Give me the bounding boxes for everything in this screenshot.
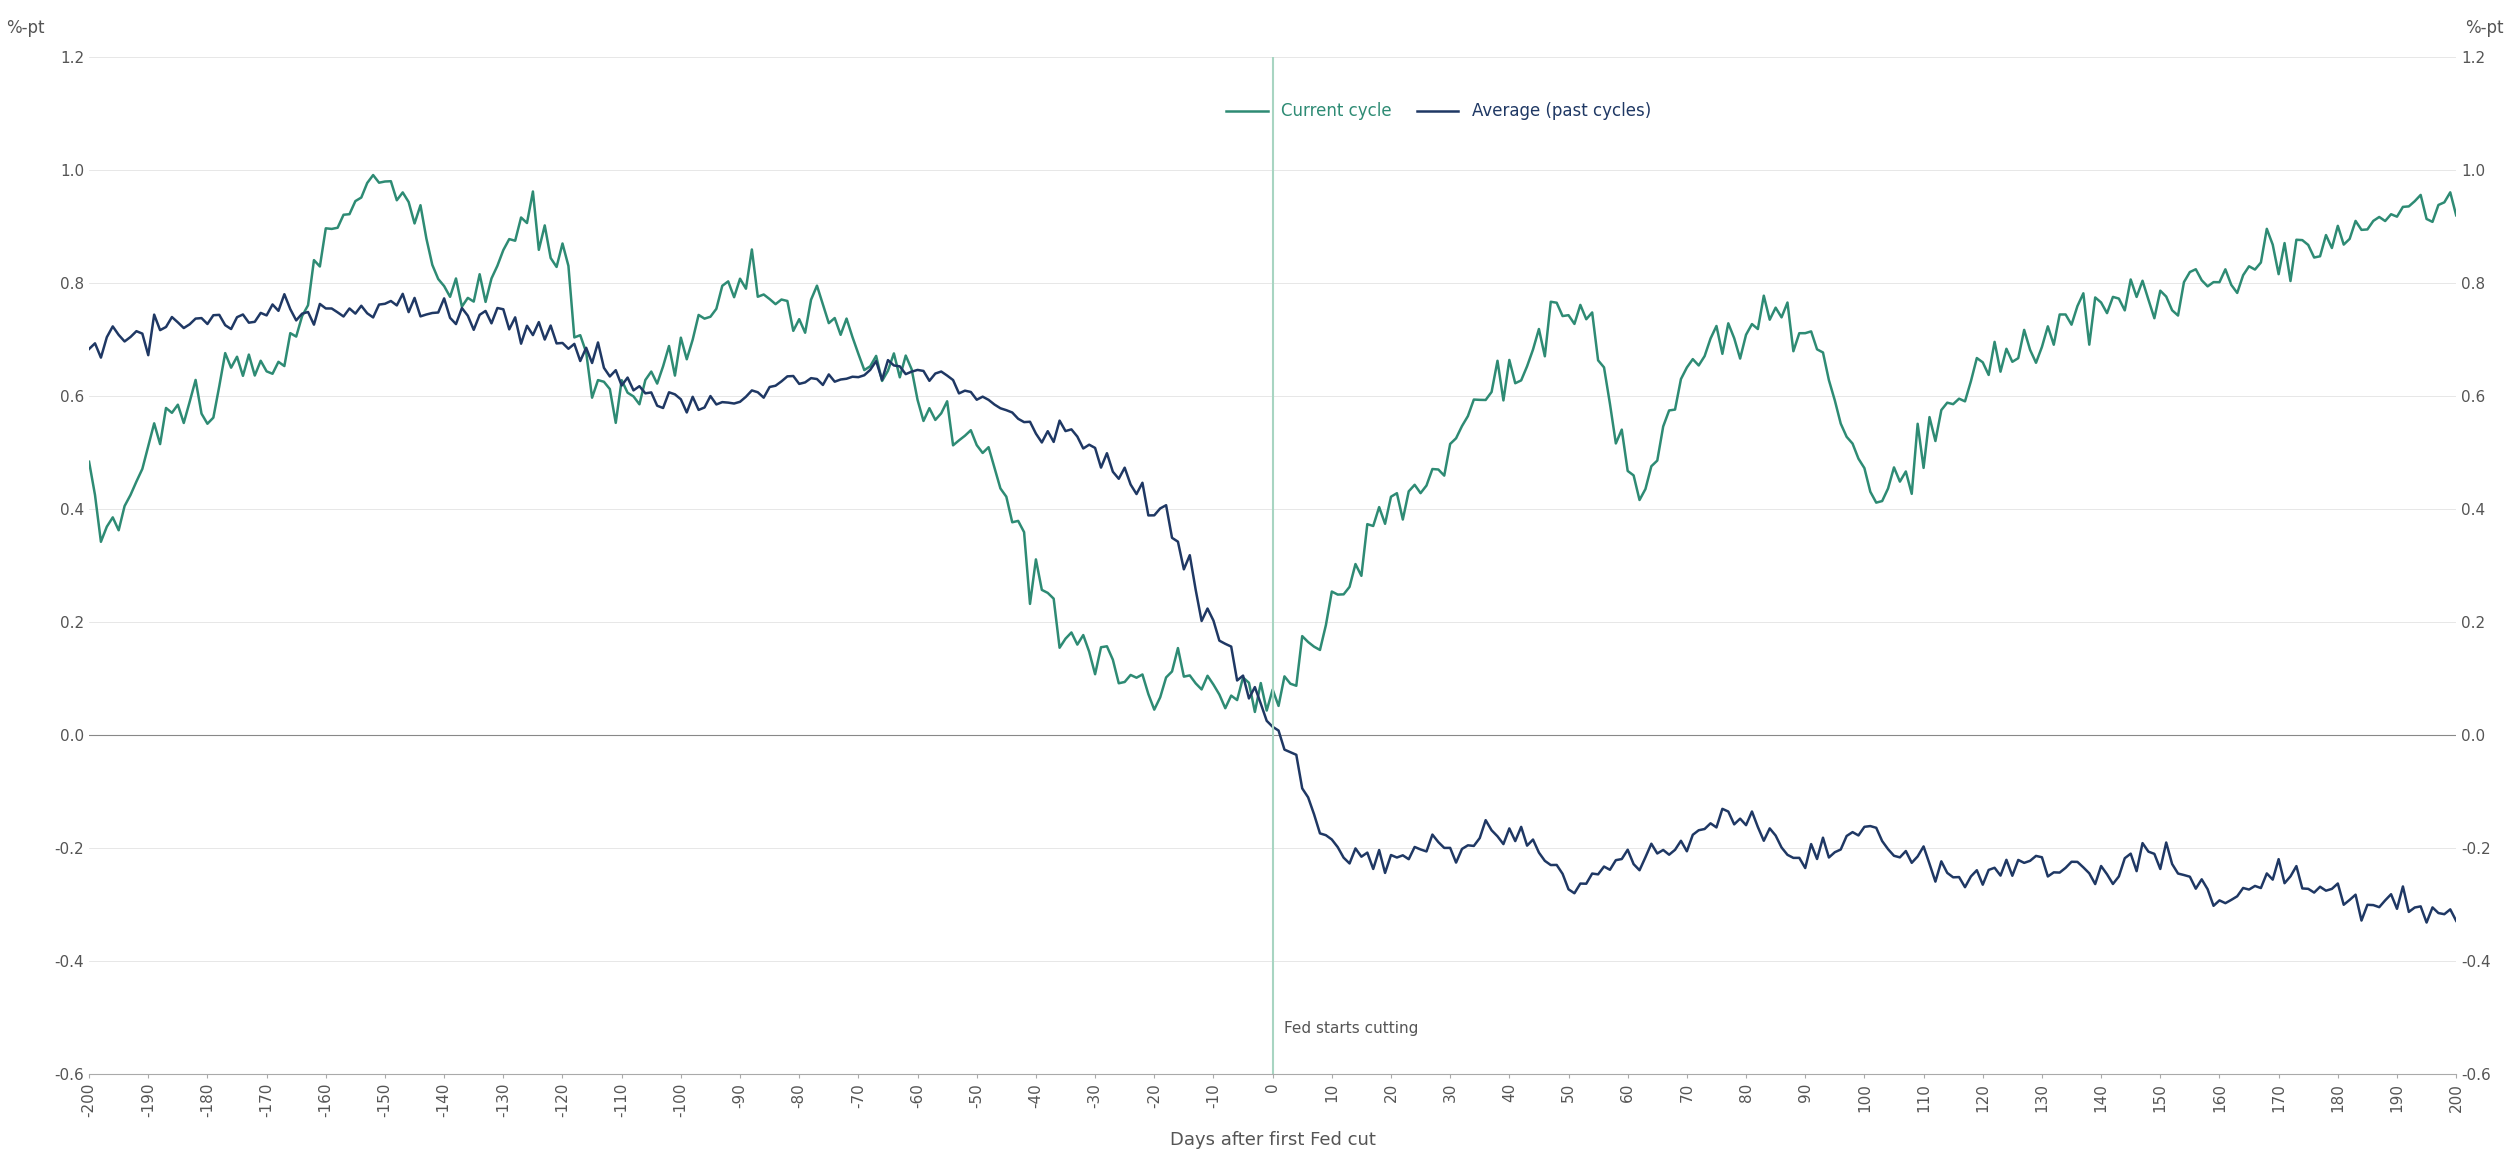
Current cycle — [73, 455, 103, 469]
Current cycle — [1595, 397, 1625, 411]
Average (past cycles) — [1376, 848, 1406, 862]
Current cycle — [1240, 706, 1271, 720]
Current cycle — [1381, 487, 1411, 501]
Line: Average (past cycles): Average (past cycles) — [88, 294, 2456, 922]
Average (past cycles) — [1814, 851, 1844, 865]
Current cycle — [357, 168, 387, 183]
Current cycle — [1819, 393, 1849, 407]
X-axis label: Days after first Fed cut: Days after first Fed cut — [1170, 1131, 1376, 1149]
Text: %-pt: %-pt — [5, 19, 45, 36]
Current cycle — [387, 185, 418, 199]
Average (past cycles) — [2441, 914, 2471, 928]
Average (past cycles) — [931, 369, 961, 383]
Legend: Current cycle, Average (past cycles): Current cycle, Average (past cycles) — [1220, 96, 1658, 128]
Average (past cycles) — [2410, 915, 2441, 929]
Average (past cycles) — [382, 298, 413, 312]
Current cycle — [1276, 676, 1306, 690]
Current cycle — [931, 394, 961, 408]
Average (past cycles) — [1271, 743, 1301, 757]
Line: Current cycle: Current cycle — [88, 176, 2456, 713]
Average (past cycles) — [387, 287, 418, 301]
Text: %-pt: %-pt — [2466, 19, 2503, 36]
Average (past cycles) — [1590, 860, 1620, 874]
Average (past cycles) — [73, 342, 103, 356]
Current cycle — [2441, 208, 2471, 222]
Text: Fed starts cutting: Fed starts cutting — [1286, 1021, 1419, 1037]
